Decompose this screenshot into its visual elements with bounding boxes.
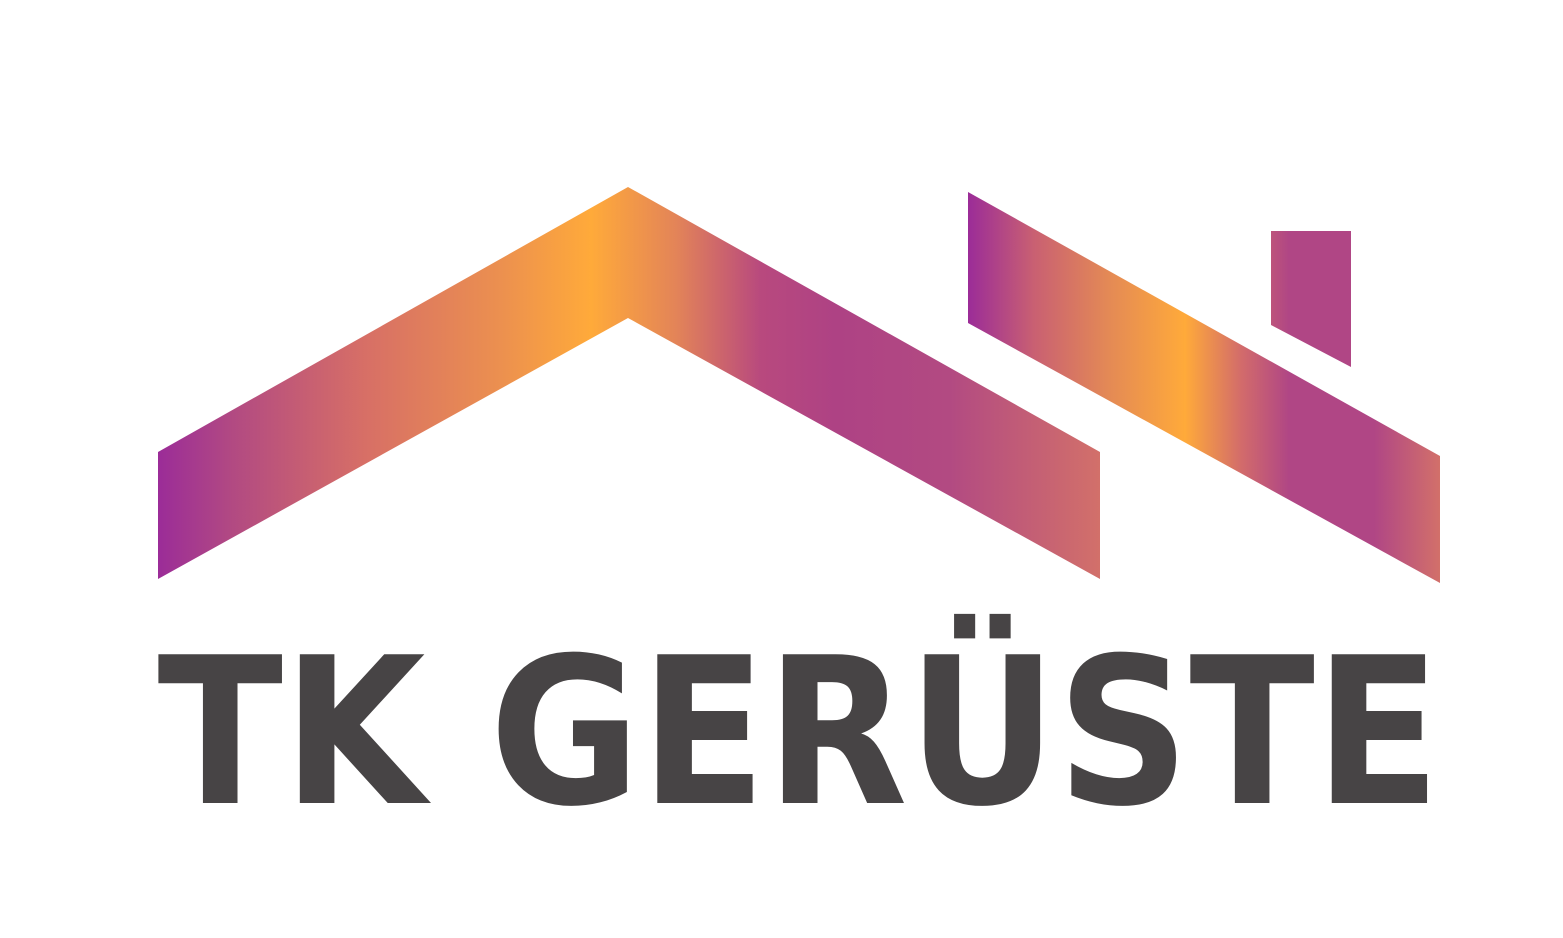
company-name: TK GERÜSTE — [158, 614, 1441, 852]
secondary-roof-icon — [968, 192, 1440, 583]
chimney-icon — [1271, 231, 1351, 367]
main-roof-icon — [158, 187, 1100, 579]
